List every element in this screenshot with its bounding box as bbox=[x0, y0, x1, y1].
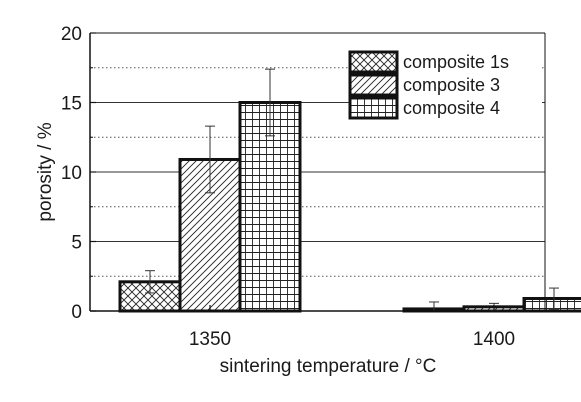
y-axis-title: porosity / % bbox=[35, 122, 56, 221]
x-axis-title: sintering temperature / °C bbox=[220, 356, 437, 377]
y-tick-label: 10 bbox=[61, 163, 82, 184]
y-tick-label: 15 bbox=[61, 94, 82, 115]
y-tick-label: 0 bbox=[71, 302, 82, 323]
legend-label: composite 1s bbox=[403, 52, 509, 72]
y-tick-label: 20 bbox=[61, 24, 82, 45]
legend-label: composite 4 bbox=[403, 98, 500, 118]
bars bbox=[118, 68, 581, 313]
legend-swatch bbox=[348, 96, 399, 120]
legend-swatch bbox=[348, 73, 399, 97]
x-tick-label: 1400 bbox=[473, 329, 515, 350]
x-tick-label: 1350 bbox=[189, 329, 231, 350]
legend: composite 1s composite 3 composite 4 bbox=[348, 50, 542, 121]
axes: 0 5 10 15 20 1350 1400 bbox=[61, 24, 546, 350]
legend-label: composite 3 bbox=[403, 75, 500, 95]
y-tick-label: 5 bbox=[71, 233, 82, 254]
legend-swatch bbox=[348, 50, 399, 74]
